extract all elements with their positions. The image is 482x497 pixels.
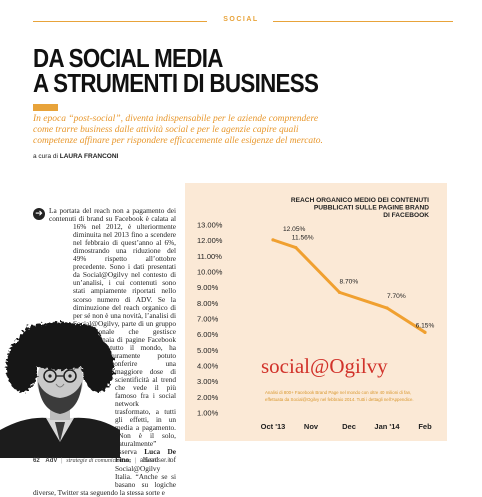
data-point (294, 245, 298, 250)
data-label: 11.56% (292, 235, 314, 242)
footer-separator: | (61, 458, 63, 464)
article-deck: In epoca “post-social”, diventa indispen… (33, 114, 323, 146)
title-accent-bar (33, 104, 58, 111)
chart-footnote-line: effettuata da Social@Ogilvy nel febbraio… (265, 397, 414, 402)
chart-title-line: DI FACEBOOK (383, 212, 429, 219)
data-point (385, 306, 389, 310)
byline-prefix: a cura di (33, 153, 58, 160)
byline: a cura di LAURA FRANCONI (33, 153, 118, 160)
chart-series (271, 238, 427, 334)
chart-footnote-line: Analisi di 800+ Facebook Brand Page nel … (265, 390, 411, 395)
data-label: 8.70% (340, 278, 359, 285)
article-title: DA SOCIAL MEDIA A STRUMENTI DI BUSINESS (33, 43, 394, 98)
magazine-tagline: strategie di comunicazione (66, 458, 131, 464)
x-tick-label: Jan '14 (374, 422, 400, 431)
chart-title-line: REACH ORGANICO MEDIO DEI CONTENUTI (291, 197, 429, 204)
footer-separator: | (134, 458, 137, 464)
y-tick-label: 9.00% (197, 283, 219, 292)
reach-line-chart: REACH ORGANICO MEDIO DEI CONTENUTIPUBBLI… (185, 183, 447, 441)
y-tick-label: 3.00% (197, 377, 219, 386)
data-point (423, 330, 427, 334)
byline-author: LAURA FRANCONI (59, 153, 119, 160)
x-tick-label: Feb (418, 422, 432, 431)
y-tick-label: 8.00% (197, 299, 219, 308)
magazine-website: advertiser.it (139, 458, 171, 464)
data-label: 6.15% (416, 322, 435, 329)
author-portrait-photo (0, 322, 120, 458)
y-tick-label: 7.00% (197, 315, 219, 324)
y-tick-label: 5.00% (197, 346, 219, 355)
section-rule-right (273, 21, 453, 22)
y-tick-label: 10.00% (197, 268, 223, 277)
data-point (337, 290, 342, 294)
section-rule-left (33, 21, 207, 22)
y-tick-label: 6.00% (197, 330, 219, 339)
x-tick-label: Dec (342, 422, 356, 431)
title-line-2: A STRUMENTI DI BUSINESS (33, 68, 319, 98)
data-label: 12.05% (283, 226, 306, 233)
body-text-name: Luca De Fino (115, 447, 176, 465)
data-point (271, 238, 275, 242)
ogilvy-logo-text: social@Ogilvy (261, 354, 388, 378)
page-footer: 62 AdV | strategie di comunicazione | ad… (33, 458, 453, 464)
magazine-brand: AdV (45, 458, 58, 464)
page-number: 62 (33, 458, 40, 464)
y-tick-label: 12.00% (197, 236, 223, 245)
chart-title: REACH ORGANICO MEDIO DEI CONTENUTIPUBBLI… (291, 197, 429, 219)
y-tick-label: 11.00% (197, 252, 222, 261)
chart-data-labels: 12.05% 11.56% 8.70% 7.70% 6.15% (283, 226, 434, 329)
chart-title-line: PUBBLICATI SULLE PAGINE BRAND (314, 205, 429, 212)
body-text-1: La portata del reach non a pagamento dei… (49, 206, 176, 457)
section-label: SOCIAL (223, 16, 259, 23)
x-tick-label: Nov (304, 422, 319, 431)
y-tick-label: 2.00% (197, 393, 219, 402)
y-tick-label: 1.00% (197, 409, 219, 418)
y-tick-label: 4.00% (197, 362, 219, 371)
chart-y-axis: 13.00% 12.00% 11.00% 10.00% 9.00% 8.00% 7.00% 6… (197, 221, 223, 418)
arrow-right-icon: ➔ (33, 208, 45, 220)
chart-x-axis: Oct '13 Nov Dec Jan '14 Feb (261, 422, 432, 431)
y-tick-label: 13.00% (197, 221, 223, 230)
title-line-1: DA SOCIAL MEDIA (33, 43, 223, 73)
x-tick-label: Oct '13 (261, 422, 286, 431)
chart-footnote: Analisi di 800+ Facebook Brand Page nel … (265, 390, 414, 402)
chart-background (185, 183, 447, 441)
data-label: 7.70% (387, 293, 406, 300)
